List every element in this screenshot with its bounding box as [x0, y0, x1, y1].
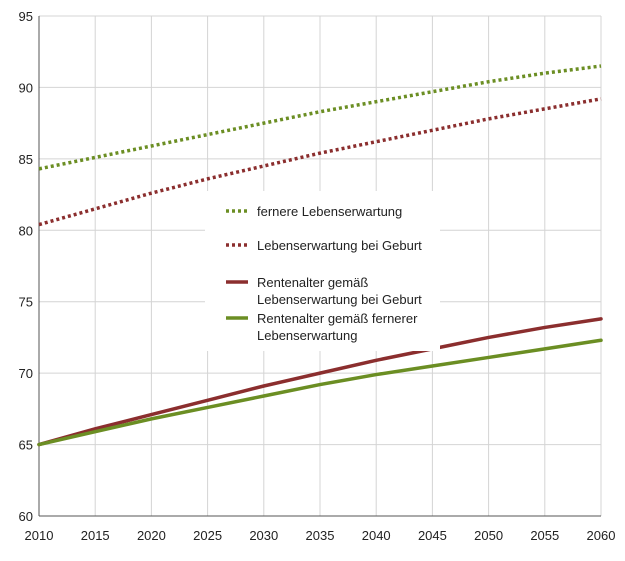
x-tick-label-2030: 2030 [249, 528, 278, 543]
y-tick-label-70: 70 [19, 366, 33, 381]
legend-label-2: Lebenserwartung bei Geburt [257, 238, 422, 253]
y-tick-label-80: 80 [19, 223, 33, 238]
x-tick-label-2060: 2060 [587, 528, 616, 543]
axes [38, 16, 601, 517]
legend-label-4: Rentenalter gemäß fernerer [257, 311, 418, 326]
series-line-4 [37, 338, 603, 447]
y-tick-label-75: 75 [19, 295, 33, 310]
legend-label-1: fernere Lebenserwartung [257, 204, 402, 219]
legend-label-4-line2: Lebenserwartung [257, 328, 357, 343]
legend: fernere Lebenserwartung Lebenserwartung b… [205, 191, 440, 351]
legend-background [205, 191, 440, 351]
series-line-2 [38, 97, 602, 227]
y-tick-label-60: 60 [19, 509, 33, 524]
x-tick-label-2015: 2015 [81, 528, 110, 543]
series-line-3 [37, 317, 603, 447]
y-tick-label-65: 65 [19, 438, 33, 453]
x-tick-label-2040: 2040 [362, 528, 391, 543]
legend-label-3: Rentenalter gemäß [257, 275, 368, 290]
x-tick-label-2045: 2045 [418, 528, 447, 543]
series-lines [37, 64, 603, 447]
x-tick-label-2035: 2035 [306, 528, 335, 543]
y-tick-label-85: 85 [19, 152, 33, 167]
x-tick-label-2025: 2025 [193, 528, 222, 543]
x-tick-label-2010: 2010 [25, 528, 54, 543]
y-tick-label-95: 95 [19, 9, 33, 24]
series-line-1 [38, 64, 602, 171]
legend-label-3-line2: Lebenserwartung bei Geburt [257, 292, 422, 307]
y-tick-label-90: 90 [19, 80, 33, 95]
x-tick-label-2055: 2055 [530, 528, 559, 543]
tick-labels: 60 65 70 75 80 85 90 95 2010 2015 2020 2025 2030 2035… [19, 9, 616, 543]
x-tick-label-2020: 2020 [137, 528, 166, 543]
x-tick-label-2050: 2050 [474, 528, 503, 543]
